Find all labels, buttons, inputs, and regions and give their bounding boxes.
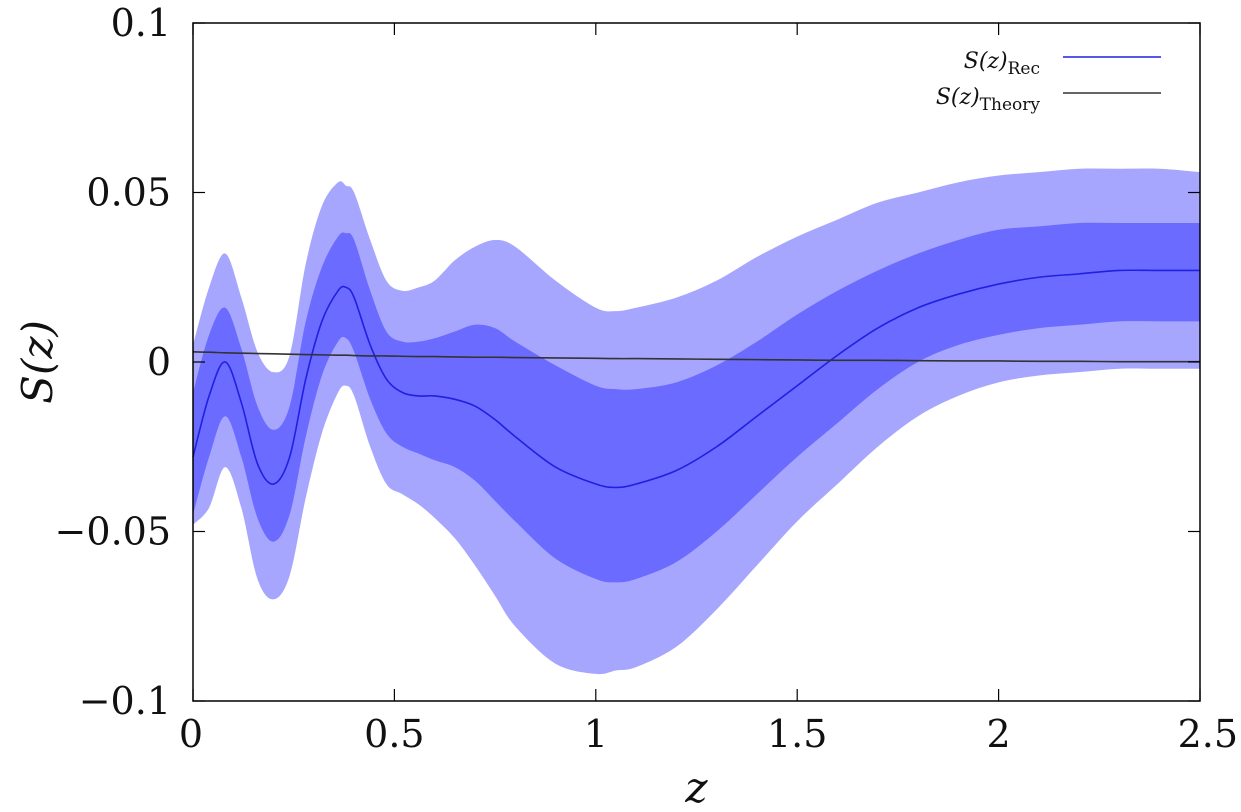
axis-ticks <box>192 22 1201 702</box>
series-line-rec <box>192 269 1200 489</box>
legend: S(z)Rec S(z)Theory <box>936 49 1161 115</box>
y-tick-label: −0.1 <box>79 679 171 723</box>
y-tick-label: 0.05 <box>86 171 171 215</box>
x-tick-label: 2 <box>987 712 1011 756</box>
x-tick-label: 2.5 <box>1178 712 1238 756</box>
y-axis-label: S(z) <box>13 320 62 404</box>
x-tick-label: 1.5 <box>767 712 827 756</box>
series-lines <box>192 269 1200 489</box>
legend-label-theory: S(z)Theory <box>936 85 1041 115</box>
y-tick-label: −0.05 <box>55 510 171 554</box>
y-tick-label: 0 <box>147 340 171 384</box>
x-tick-label: 0.5 <box>364 712 424 756</box>
series-line-theory <box>192 351 1200 363</box>
legend-label-rec: S(z)Rec <box>964 49 1040 79</box>
x-tick-label: 1 <box>584 712 608 756</box>
tick-labels: 0 0.5 1 1.5 2 2.5 −0.1 −0.05 0 0.05 0.1 <box>55 1 1238 756</box>
confidence-bands <box>193 168 1200 675</box>
x-axis-label: z <box>684 763 708 812</box>
band-1sigma <box>193 222 1200 583</box>
x-tick-label: 0 <box>179 712 203 756</box>
y-tick-label: 0.1 <box>111 1 171 45</box>
